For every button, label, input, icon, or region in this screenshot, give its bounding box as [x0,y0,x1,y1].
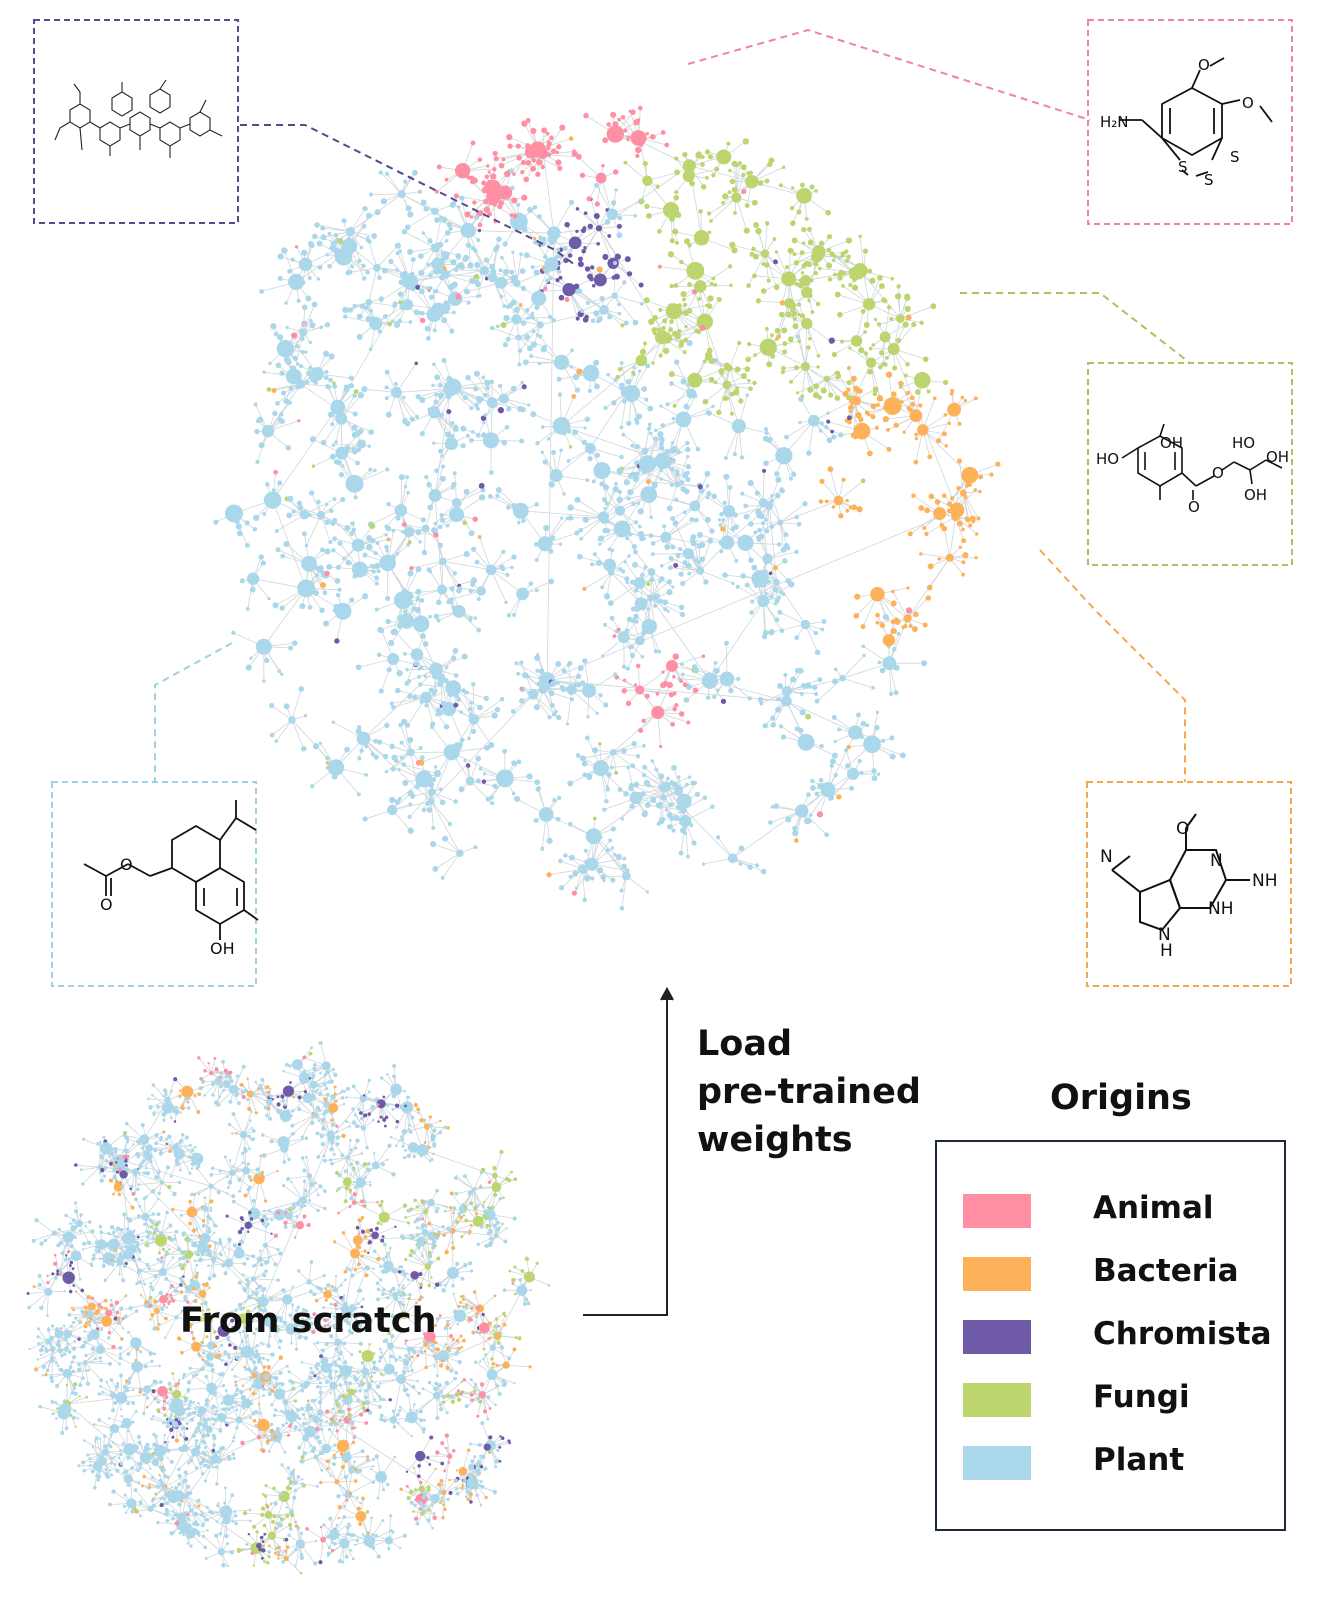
atom-label: O [1242,94,1254,112]
legend-item-fungi: Fungi [963,1379,1283,1419]
pretrained-network [213,105,1001,911]
load-weights-arrow [583,986,674,1316]
atom-label: OH [1266,448,1289,466]
load-label-line: weights [697,1120,853,1160]
bacteria-molecule-frame [1086,781,1292,987]
atom-label: O [1212,464,1224,482]
fungi-leader-line [960,292,1191,364]
bacteria-molecule [1111,813,1250,932]
atom-label: O [100,895,113,914]
animal-molecule-frame [1087,19,1293,225]
load-weights-label: Load pre-trained weights [697,1020,921,1164]
atom-label: O [1188,498,1200,516]
atom-label: S [1204,171,1214,189]
legend-swatch-animal [963,1194,1031,1228]
legend-item-bacteria: Bacteria [963,1253,1283,1293]
legend-label-animal: Animal [1093,1190,1214,1226]
bacteria-molecule-atoms: N O N NH NH N H [1100,819,1278,961]
legend-label-chromista: Chromista [1093,1316,1272,1352]
animal-leader-line [687,28,1091,121]
animal-molecule [1120,57,1273,177]
legend-swatch-fungi [963,1383,1031,1417]
from-scratch-label: From scratch [180,1301,437,1341]
legend-item-animal: Animal [963,1190,1283,1230]
atom-label: H [1160,941,1173,961]
legend-item-chromista: Chromista [963,1316,1283,1356]
atom-label: O [120,855,133,874]
atom-label: N [1210,851,1223,871]
atom-label: NH [1208,899,1234,919]
load-label-line: Load [697,1024,793,1064]
bacteria-leader-line [1039,549,1186,782]
atom-label: N [1158,925,1171,945]
load-label-line: pre-trained [697,1072,921,1112]
legend-swatch-plant [963,1446,1031,1480]
animal-molecule-atoms: H₂N O O S S S [1100,56,1254,189]
chromista-leader-line [240,124,576,266]
legend: Animal Bacteria Chromista Fungi Plant [935,1140,1286,1531]
plant-molecule-frame [51,781,257,987]
legend-item-plant: Plant [963,1442,1283,1482]
legend-label-fungi: Fungi [1093,1379,1190,1415]
chromista-molecule-frame [33,19,239,224]
atom-label: NH [1252,871,1278,891]
atom-label: S [1178,158,1188,176]
plant-molecule [83,800,259,940]
chromista-molecule [54,79,223,158]
atom-label: OH [1160,434,1183,452]
atom-label: O [1198,56,1210,74]
fungi-molecule [1121,423,1283,500]
fungi-molecule-atoms: HO OH O O HO OH OH [1096,434,1289,516]
atom-label: OH [1244,486,1267,504]
legend-swatch-chromista [963,1320,1031,1354]
atom-label: N [1100,847,1113,867]
atom-label: H₂N [1100,113,1129,131]
network-nodes [213,105,1001,911]
scratch-network [26,1040,551,1575]
network-nodes [26,1040,551,1575]
plant-molecule-atoms: O O OH [100,855,235,958]
atom-label: HO [1232,434,1255,452]
legend-label-bacteria: Bacteria [1093,1253,1239,1289]
legend-swatch-bacteria [963,1257,1031,1291]
atom-label: OH [210,939,235,958]
plant-leader-line [154,642,233,782]
legend-label-plant: Plant [1093,1442,1185,1478]
fungi-molecule-frame [1087,362,1293,566]
atom-label: HO [1096,450,1119,468]
legend-title: Origins [1050,1078,1192,1118]
atom-label: S [1230,148,1240,166]
atom-label: O [1176,819,1189,839]
